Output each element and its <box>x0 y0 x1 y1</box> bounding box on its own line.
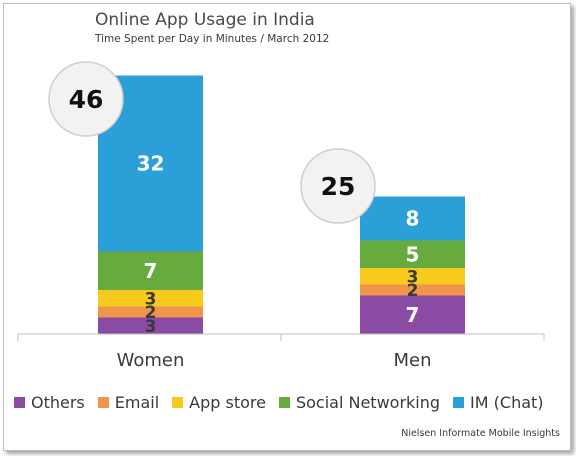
bar-men-social-networking <box>360 240 465 268</box>
chart-frame: Online App Usage in India Time Spent per… <box>3 3 571 451</box>
data-label-men-others: 7 <box>406 303 420 327</box>
legend-swatch <box>453 396 465 408</box>
bar-women-social-networking <box>98 251 203 290</box>
legend-label: Social Networking <box>295 392 441 412</box>
legend: Others Email App store Social Networking IM … <box>14 390 570 414</box>
legend-item-others: Others <box>14 393 85 412</box>
data-label-men-app-store: 3 <box>407 267 419 287</box>
legend-item-email: Email <box>97 392 160 412</box>
data-label-men-email: 2 <box>407 281 419 301</box>
legend-swatch <box>14 396 25 408</box>
bar-men-app-store <box>360 268 465 285</box>
category-label-men: Men <box>393 350 431 371</box>
source-note: Nielsen Informate Mobile Insights <box>401 428 560 439</box>
bar-women-email <box>98 306 203 318</box>
legend-item-social-networking: Social Networking <box>278 392 441 412</box>
bar-women-others <box>98 317 203 334</box>
legend-label: App store <box>189 392 266 412</box>
data-label-men-im-chat: 8 <box>406 207 420 231</box>
total-label-women: 46 <box>69 85 104 114</box>
category-label-women: Women <box>117 350 185 371</box>
data-label-women-im-chat: 32 <box>137 152 165 176</box>
total-bubble-women <box>48 61 124 137</box>
data-label-women-social-networking: 7 <box>144 259 158 283</box>
legend-item-im-chat: IM (Chat) <box>453 392 544 412</box>
chart-title: Online App Usage in India <box>95 10 315 30</box>
legend-label: Others <box>31 392 85 412</box>
chart-subtitle: Time Spent per Day in Minutes / March 20… <box>95 33 330 45</box>
bar-men-email <box>360 284 465 296</box>
legend-label: Email <box>114 392 160 412</box>
total-label-men: 25 <box>321 172 356 201</box>
data-label-men-social-networking: 5 <box>406 242 420 266</box>
legend-swatch <box>278 396 290 408</box>
legend-swatch <box>172 396 184 408</box>
data-label-women-others: 3 <box>145 317 157 337</box>
total-bubble-men <box>300 148 376 224</box>
legend-label: IM (Chat) <box>470 392 544 412</box>
legend-item-app-store: App store <box>172 393 266 412</box>
bar-men-others <box>360 295 465 334</box>
data-label-women-email: 2 <box>145 303 157 323</box>
data-label-women-app-store: 3 <box>145 289 157 309</box>
bar-women-app-store <box>98 290 203 307</box>
legend-swatch <box>97 396 109 408</box>
bar-men-im-chat <box>360 196 465 241</box>
